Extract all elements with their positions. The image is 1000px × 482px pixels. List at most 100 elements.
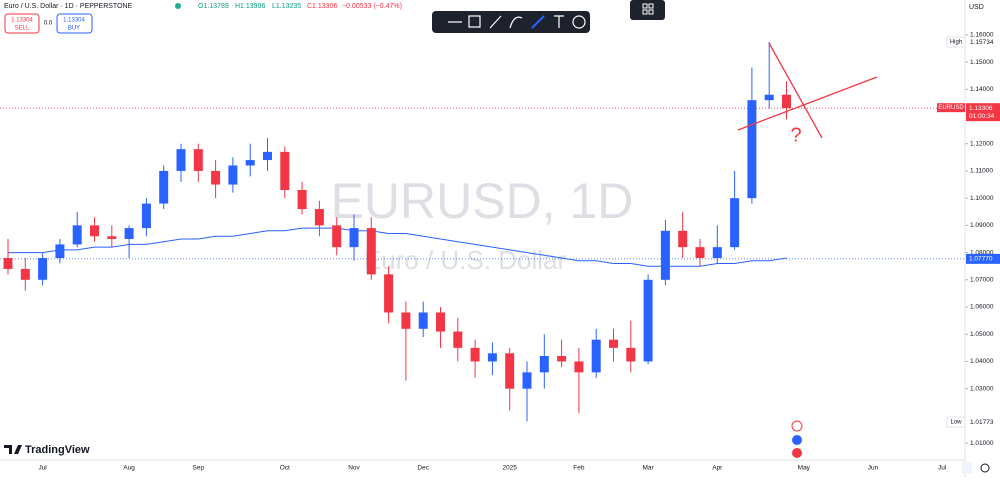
candle-body — [90, 225, 99, 237]
x-tick-label: Sep — [193, 465, 205, 472]
watermark-symbol: EURUSD, 1D — [331, 173, 634, 229]
trendlines — [737, 42, 878, 139]
y-tick-label: 1.12000 — [970, 140, 994, 147]
low-value: 1.01773 — [970, 419, 994, 426]
tool-brush[interactable] — [489, 15, 502, 29]
candle-body — [660, 230, 670, 280]
tool-rect[interactable] — [468, 15, 481, 28]
y-tick-label: 1.11000 — [970, 168, 993, 175]
candle-body — [609, 339, 618, 348]
countdown: 01:00:34 — [969, 113, 995, 120]
buy-price: 1.13304 — [63, 18, 85, 24]
candle-body — [574, 361, 584, 373]
candle-body — [505, 353, 515, 389]
symbol-title: Euro / U.S. Dollar · 1D · PEPPERSTONE — [4, 3, 133, 10]
candle-body — [401, 312, 411, 329]
y-tick-label: 1.04000 — [970, 358, 994, 365]
high-badge — [946, 36, 966, 48]
auto-scale[interactable] — [962, 462, 972, 473]
candle-body — [643, 279, 653, 362]
sell-price: 1.13304 — [11, 18, 33, 24]
candle-body — [297, 189, 307, 210]
moving-average — [8, 227, 787, 267]
candle-body — [228, 165, 238, 185]
candle-body — [747, 100, 757, 199]
brand-name: TradingView — [25, 444, 90, 456]
ohlc-low: L1.13235 — [272, 3, 301, 10]
candle-body — [366, 228, 376, 275]
x-tick-label: Nov — [348, 465, 360, 472]
level-value: 1.07770 — [969, 256, 993, 263]
x-tick-label: Mar — [642, 465, 654, 472]
sell-button[interactable] — [4, 13, 40, 34]
candle-body — [3, 258, 13, 269]
candle-body — [55, 244, 65, 259]
candle-body — [38, 258, 48, 280]
candle-body — [20, 268, 30, 280]
candle-body — [107, 236, 117, 239]
x-tick-label: Jun — [868, 465, 879, 472]
y-tick-label: 1.15000 — [970, 59, 994, 66]
buy-button[interactable] — [56, 13, 93, 34]
buy-label: BUY — [68, 26, 80, 32]
ohlc-high: H1.13996 — [235, 3, 265, 10]
header: Euro / U.S. Dollar · 1D · PEPPERSTONE O1… — [4, 3, 402, 34]
candle-body — [72, 225, 82, 245]
trendline[interactable] — [768, 42, 823, 139]
symbol-badge — [937, 103, 965, 113]
sell-label: SELL — [15, 26, 30, 32]
low-label: Low — [950, 420, 962, 426]
event-icons — [791, 420, 803, 458]
candle-body — [730, 198, 740, 248]
tool-path[interactable] — [509, 16, 523, 29]
x-tick-label: Jul — [938, 465, 947, 472]
candle-body — [557, 356, 567, 362]
trendline[interactable] — [737, 76, 878, 131]
annotation: ? — [790, 124, 801, 146]
drawing-toolbar — [432, 0, 665, 33]
x-tick-label: Aug — [123, 465, 135, 472]
tool-text[interactable] — [554, 15, 564, 28]
candle-body — [384, 274, 394, 313]
candle-body — [764, 94, 774, 101]
candle-body — [436, 312, 445, 332]
brand: TradingView — [4, 444, 90, 456]
candle-body — [193, 149, 203, 171]
plot-area — [0, 42, 965, 422]
candle-body — [539, 356, 549, 373]
y-tick-label: 1.14000 — [970, 86, 994, 93]
y-tick-label: 1.03000 — [970, 385, 994, 392]
y-tick-label: 1.07000 — [970, 277, 994, 284]
ohlc-open: O1.13789 — [198, 3, 229, 10]
event-icon[interactable] — [792, 448, 802, 458]
status-dot — [175, 3, 181, 9]
high-value-badge — [966, 37, 1000, 48]
candle-body — [263, 151, 272, 161]
candle-body — [314, 209, 324, 226]
settings[interactable] — [980, 463, 990, 473]
watermark: EURUSD, 1D Euro / U.S. Dollar — [331, 173, 634, 275]
candle-body — [695, 247, 705, 259]
candle-body — [418, 312, 428, 329]
tool-replay[interactable] — [572, 15, 586, 29]
x-tick-label: Oct — [280, 465, 290, 472]
y-tick-label: 1.10000 — [970, 195, 994, 202]
candle-body — [159, 170, 169, 204]
tool-trend[interactable] — [531, 15, 545, 29]
spread: 0.0 — [44, 21, 53, 27]
event-icon[interactable] — [792, 435, 802, 445]
candle-body — [712, 247, 722, 259]
symbol-label: EURUSD — [938, 105, 964, 111]
event-icon[interactable] — [791, 420, 803, 432]
high-label: High — [950, 40, 962, 46]
candle-body — [211, 170, 221, 185]
ohlc-close: C1.13306 — [307, 3, 337, 10]
y-tick-label: 1.08000 — [970, 249, 994, 256]
candle-body — [626, 347, 636, 362]
y-tick-label: 1.05000 — [970, 331, 994, 338]
price-badge — [966, 103, 1000, 122]
low-value-badge — [966, 417, 1000, 428]
y-axis: 1.16000 1.15000 1.14000 1.12000 1.11000 1.100… — [946, 32, 1000, 447]
